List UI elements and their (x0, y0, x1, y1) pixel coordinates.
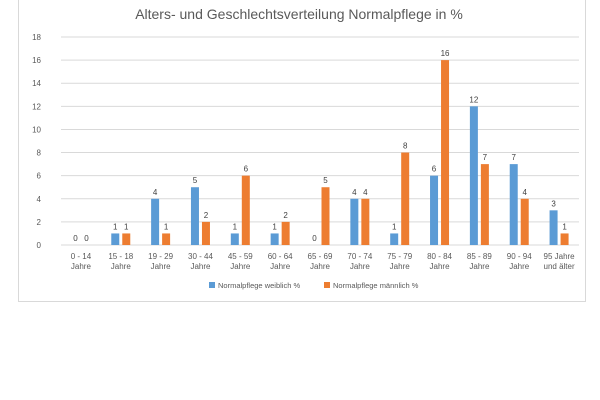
x-tick-label: Jahre (509, 262, 530, 271)
bar-maennlich (480, 164, 489, 245)
bar-weiblich (151, 198, 160, 245)
x-tick-label: 45 - 59 (228, 252, 253, 261)
data-label: 12 (469, 95, 478, 104)
legend-swatch (209, 282, 215, 288)
data-label: 1 (164, 222, 169, 231)
bar-weiblich (230, 233, 239, 245)
legend-label: Normalpflege männlich % (333, 281, 419, 290)
data-label: 3 (551, 199, 556, 208)
bar-maennlich (560, 233, 569, 245)
data-label: 0 (84, 234, 89, 243)
x-tick-label: Jahre (151, 262, 172, 271)
data-label: 4 (523, 188, 528, 197)
x-tick-label: 15 - 18 (108, 252, 133, 261)
bar-chart: Alters- und Geschlechtsverteilung Normal… (32, 6, 579, 290)
data-label: 4 (352, 188, 357, 197)
y-tick-label: 12 (32, 102, 41, 111)
data-label: 4 (153, 188, 158, 197)
x-tick-label: Jahre (430, 262, 451, 271)
bar-weiblich (469, 106, 478, 245)
y-tick-label: 4 (37, 195, 42, 204)
bar-maennlich (241, 175, 250, 245)
data-label: 1 (113, 222, 118, 231)
x-tick-label: Jahre (310, 262, 331, 271)
data-label: 0 (312, 234, 317, 243)
x-tick-label: 65 - 69 (308, 252, 333, 261)
data-label: 1 (272, 222, 277, 231)
y-tick-label: 0 (37, 241, 42, 250)
bar-maennlich (361, 198, 370, 245)
data-label: 1 (562, 222, 567, 231)
bar-weiblich (509, 164, 518, 245)
x-tick-label: Jahre (469, 262, 490, 271)
y-tick-label: 10 (32, 125, 41, 134)
x-tick-label: Jahre (390, 262, 411, 271)
y-tick-label: 18 (32, 33, 41, 42)
data-label: 0 (73, 234, 78, 243)
legend-label: Normalpflege weiblich % (218, 281, 300, 290)
y-tick-label: 16 (32, 56, 41, 65)
data-label: 6 (244, 165, 249, 174)
data-label: 5 (323, 176, 328, 185)
data-label: 1 (124, 222, 129, 231)
y-tick-label: 14 (32, 79, 41, 88)
chart-frame: Alters- und Geschlechtsverteilung Normal… (18, 0, 586, 302)
bar-maennlich (281, 221, 290, 245)
x-tick-label: Jahre (190, 262, 211, 271)
bar-weiblich (350, 198, 359, 245)
x-tick-label: 0 - 14 (71, 252, 92, 261)
x-tick-label: 80 - 84 (427, 252, 452, 261)
x-tick-label: 30 - 44 (188, 252, 213, 261)
x-tick-label: 75 - 79 (387, 252, 412, 261)
bar-maennlich (122, 233, 131, 245)
bar-maennlich (401, 152, 410, 245)
bar-maennlich (441, 60, 450, 245)
y-tick-label: 2 (37, 218, 42, 227)
x-tick-label: Jahre (230, 262, 251, 271)
data-label: 7 (483, 153, 488, 162)
bar-weiblich (390, 233, 399, 245)
x-tick-label: 95 Jahre (544, 252, 576, 261)
bar-weiblich (270, 233, 279, 245)
data-label: 4 (363, 188, 368, 197)
data-label: 2 (204, 211, 209, 220)
x-tick-label: Jahre (111, 262, 132, 271)
bar-weiblich (111, 233, 120, 245)
bar-weiblich (430, 175, 439, 245)
bar-maennlich (520, 198, 529, 245)
data-label: 8 (403, 142, 408, 151)
x-tick-label: 85 - 89 (467, 252, 492, 261)
bar-maennlich (321, 187, 330, 245)
x-tick-label: 90 - 94 (507, 252, 532, 261)
data-label: 1 (392, 222, 397, 231)
y-tick-label: 8 (37, 149, 42, 158)
bar-maennlich (162, 233, 171, 245)
x-tick-label: Jahre (350, 262, 371, 271)
data-label: 2 (283, 211, 288, 220)
data-label: 6 (432, 165, 437, 174)
data-label: 16 (441, 49, 450, 58)
x-tick-label: Jahre (270, 262, 291, 271)
x-tick-label: 60 - 64 (268, 252, 293, 261)
data-label: 7 (512, 153, 517, 162)
data-label: 1 (233, 222, 238, 231)
bar-maennlich (201, 221, 210, 245)
bar-weiblich (190, 187, 199, 245)
bar-weiblich (549, 210, 558, 245)
x-tick-label: 70 - 74 (347, 252, 372, 261)
y-tick-label: 6 (37, 172, 42, 181)
data-label: 5 (193, 176, 198, 185)
legend-swatch (324, 282, 330, 288)
chart-title: Alters- und Geschlechtsverteilung Normal… (135, 6, 463, 22)
x-tick-label: und älter (544, 262, 575, 271)
x-tick-label: Jahre (71, 262, 92, 271)
x-tick-label: 19 - 29 (148, 252, 173, 261)
